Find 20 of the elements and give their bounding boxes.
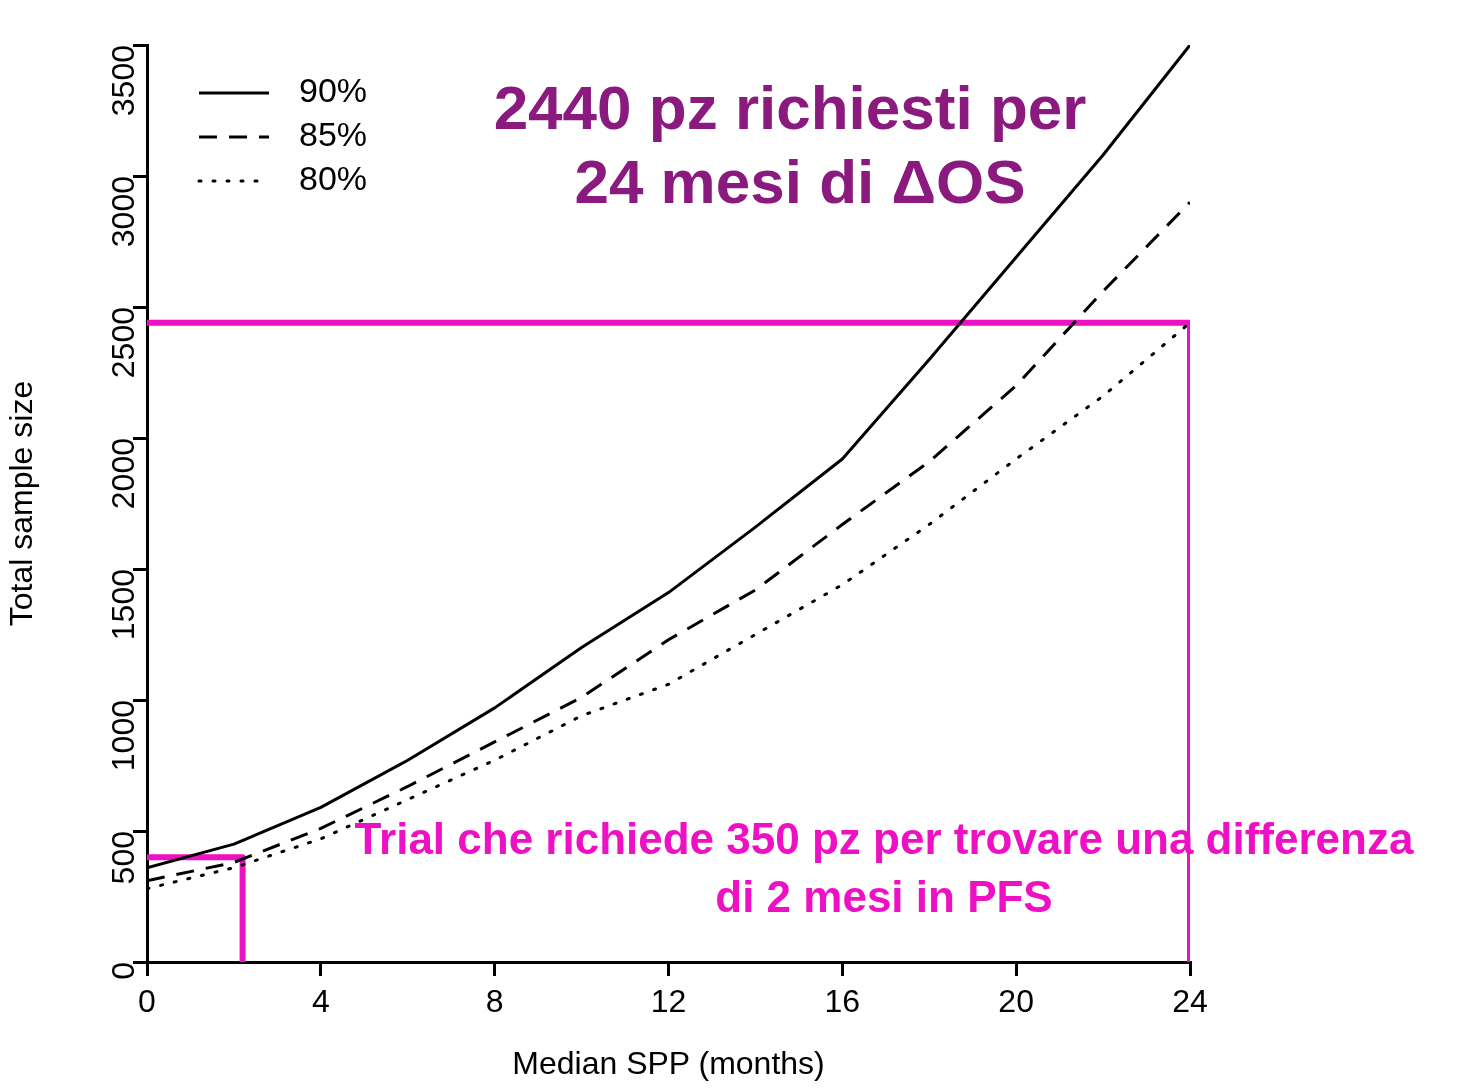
- x-tick-label: 16: [824, 983, 861, 1020]
- x-axis-title: Median SPP (months): [512, 1044, 825, 1081]
- x-tick-label: 20: [998, 983, 1034, 1020]
- y-tick-label: 3000: [104, 176, 141, 248]
- annotation: 2440 pz richiesti per 24 mesi di ΔOS: [493, 73, 1087, 217]
- y-tick-label: 500: [104, 831, 141, 885]
- y-tick-label: 2500: [104, 307, 141, 379]
- legend-label: 85%: [299, 115, 368, 154]
- y-axis-title: Total sample size: [3, 380, 40, 627]
- y-tick-label: 1000: [104, 700, 141, 772]
- y-tick-label: 1500: [104, 569, 141, 641]
- x-tick-label: 12: [650, 983, 687, 1020]
- y-tick-label: 2000: [104, 438, 141, 510]
- legend-label: 80%: [299, 159, 368, 198]
- x-tick-label: 8: [485, 983, 504, 1020]
- y-tick-label: 0: [104, 962, 141, 980]
- y-tick-label: 3500: [104, 45, 141, 117]
- x-tick-label: 24: [1172, 983, 1208, 1020]
- x-tick-label: 4: [311, 983, 330, 1020]
- legend-label: 90%: [299, 71, 368, 110]
